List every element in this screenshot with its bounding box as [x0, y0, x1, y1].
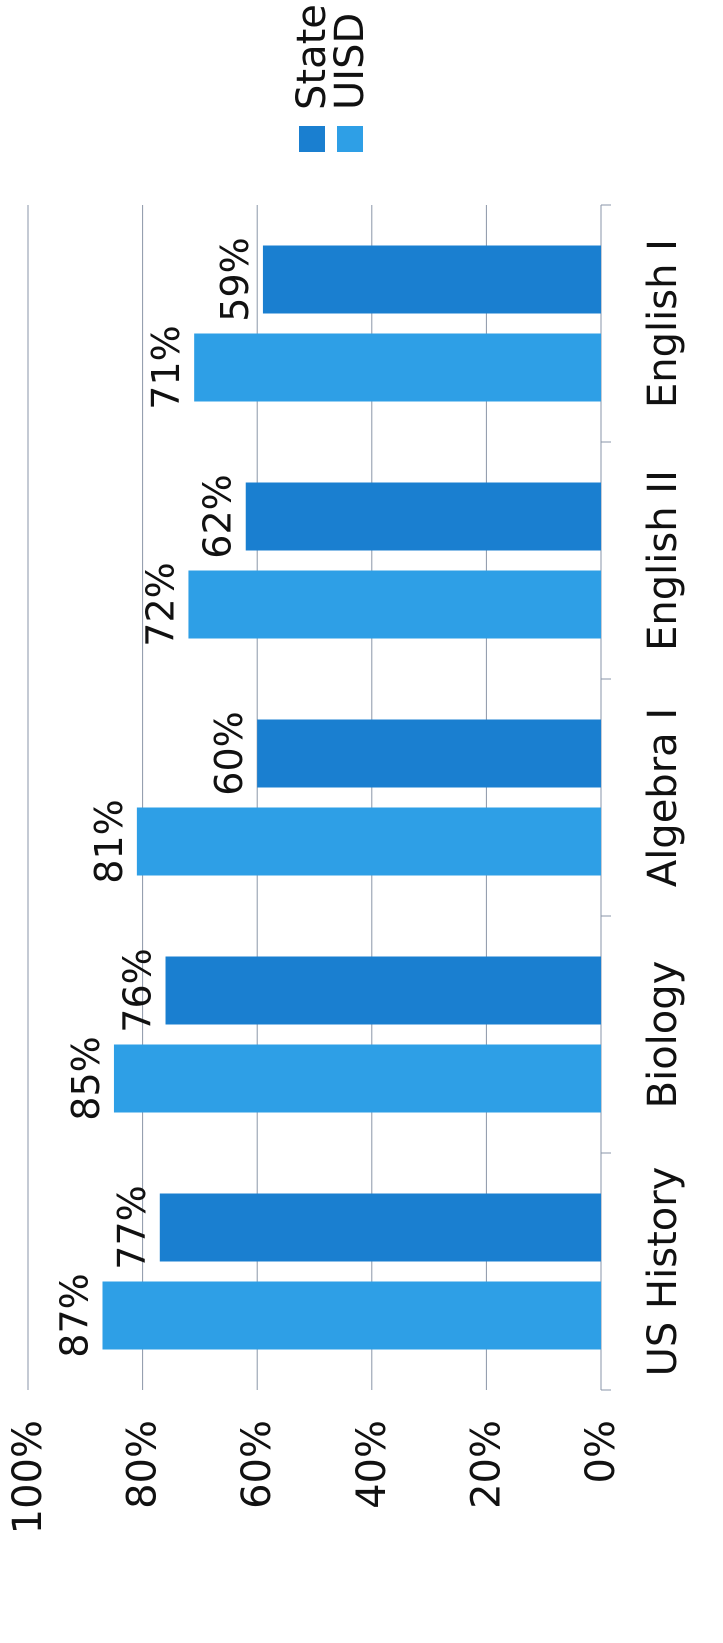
- legend-label-uisd: UISD: [327, 13, 373, 110]
- legend-swatch-state: [299, 126, 325, 152]
- data-label-uisd: 87%: [52, 1273, 96, 1357]
- data-label-uisd: 72%: [138, 562, 182, 646]
- bar-state: [159, 1193, 602, 1262]
- category-label: English II: [640, 470, 686, 651]
- data-label-state: 62%: [196, 474, 240, 558]
- bar-uisd: [188, 570, 601, 639]
- bar-uisd: [194, 333, 602, 402]
- bar-state: [262, 245, 601, 314]
- data-label-uisd: 71%: [144, 325, 188, 409]
- legend-label-state: State: [289, 4, 335, 110]
- value-tick-label: 100%: [5, 1420, 51, 1534]
- data-label-state: 60%: [207, 711, 251, 795]
- value-tick-label: 80%: [120, 1420, 166, 1509]
- bar-uisd: [102, 1281, 602, 1350]
- data-label-uisd: 85%: [64, 1036, 108, 1120]
- category-label: Biology: [640, 961, 686, 1109]
- bar-state: [245, 482, 602, 551]
- data-label-state: 77%: [110, 1185, 154, 1269]
- legend-swatch-uisd: [337, 126, 363, 152]
- category-label: English I: [640, 239, 686, 408]
- bar-uisd: [136, 807, 601, 876]
- value-tick-label: 20%: [463, 1420, 509, 1509]
- value-tick-label: 0%: [578, 1420, 624, 1483]
- value-tick-label: 60%: [234, 1420, 280, 1509]
- category-label: US History: [640, 1167, 686, 1377]
- bar-state: [257, 719, 601, 788]
- value-tick-label: 40%: [349, 1420, 395, 1509]
- data-label-uisd: 81%: [87, 799, 131, 883]
- category-label: Algebra I: [640, 708, 686, 887]
- data-label-state: 76%: [116, 948, 160, 1032]
- bar-uisd: [113, 1044, 601, 1113]
- bar-state: [165, 956, 601, 1025]
- data-label-state: 59%: [213, 237, 257, 321]
